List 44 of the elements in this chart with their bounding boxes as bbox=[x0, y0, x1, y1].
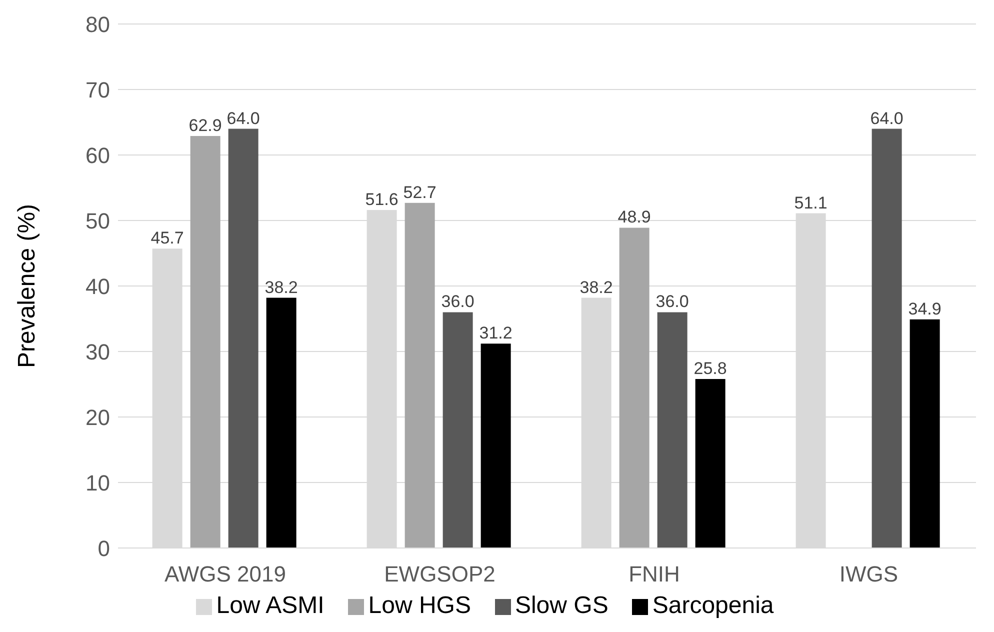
y-tick-label: 0 bbox=[98, 536, 110, 561]
bar bbox=[228, 128, 258, 548]
bar bbox=[695, 379, 726, 548]
data-label: 51.6 bbox=[365, 190, 398, 210]
bar bbox=[266, 298, 296, 548]
bar bbox=[657, 312, 688, 548]
data-label: 64.0 bbox=[226, 108, 260, 128]
bar bbox=[872, 128, 902, 548]
x-tick-label: AWGS 2019 bbox=[164, 562, 286, 587]
data-label: 36.0 bbox=[441, 292, 474, 312]
data-label: 64.0 bbox=[870, 108, 904, 128]
x-tick-label: IWGS bbox=[839, 562, 898, 587]
y-tick-label: 20 bbox=[86, 404, 110, 430]
legend-label: Low ASMI bbox=[216, 592, 324, 619]
y-tick-label: 80 bbox=[86, 12, 110, 37]
y-tick-label: 40 bbox=[86, 274, 110, 299]
data-label: 52.7 bbox=[403, 182, 436, 202]
bar bbox=[910, 319, 940, 548]
data-label: 51.1 bbox=[794, 193, 828, 212]
data-label: 34.9 bbox=[908, 299, 942, 318]
data-label: 38.2 bbox=[264, 278, 298, 297]
bar bbox=[619, 228, 650, 548]
y-tick-label: 10 bbox=[86, 470, 110, 496]
data-label: 36.0 bbox=[656, 292, 689, 312]
y-tick-label: 50 bbox=[86, 208, 110, 234]
bar bbox=[442, 312, 473, 548]
bar bbox=[190, 136, 220, 548]
data-label: 62.9 bbox=[188, 116, 222, 136]
legend-label: Slow GS bbox=[514, 592, 608, 619]
bar bbox=[480, 344, 511, 548]
data-label: 31.2 bbox=[479, 324, 512, 343]
legend-label: Sarcopenia bbox=[652, 592, 774, 619]
bar bbox=[404, 202, 435, 548]
data-label: 38.2 bbox=[580, 278, 613, 297]
y-tick-label: 30 bbox=[86, 339, 110, 364]
data-label: 48.9 bbox=[618, 208, 651, 227]
y-axis-title: Prevalence (%) bbox=[14, 204, 41, 368]
data-label: 45.7 bbox=[150, 228, 184, 248]
x-tick-label: FNIH bbox=[628, 562, 680, 587]
y-tick-label: 60 bbox=[86, 142, 110, 168]
data-label: 25.8 bbox=[694, 359, 727, 378]
x-tick-label: EWGSOP2 bbox=[384, 562, 496, 587]
legend-label: Low HGS bbox=[368, 592, 471, 619]
y-tick-label: 70 bbox=[86, 77, 110, 102]
